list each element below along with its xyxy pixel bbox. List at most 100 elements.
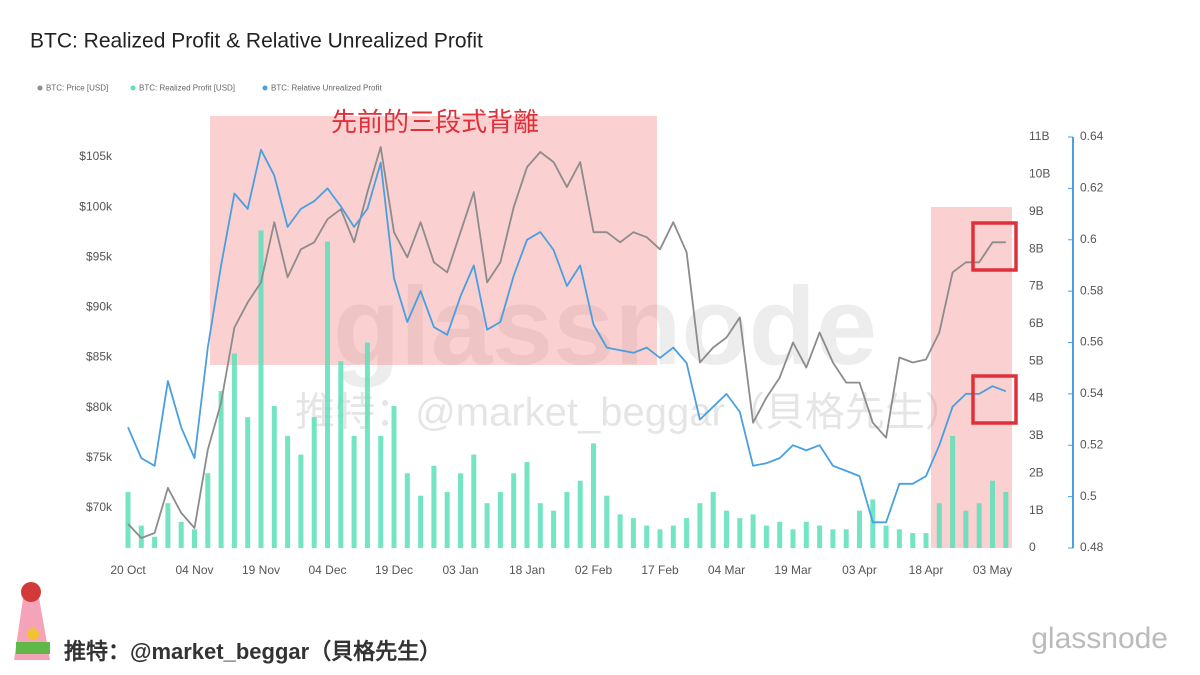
y2-tick-label: 4B bbox=[1029, 391, 1044, 405]
bar bbox=[458, 473, 463, 548]
x-tick-label: 19 Dec bbox=[375, 563, 413, 577]
bar bbox=[537, 503, 543, 548]
x-tick-label: 17 Feb bbox=[641, 563, 679, 577]
bar bbox=[670, 525, 676, 548]
y3-tick-label: 0.6 bbox=[1080, 232, 1097, 246]
bar bbox=[976, 503, 982, 548]
y3-tick-label: 0.62 bbox=[1080, 181, 1104, 195]
bar bbox=[883, 525, 889, 548]
y3-tick-label: 0.58 bbox=[1080, 283, 1104, 297]
y-tick-label: $105k bbox=[79, 149, 113, 163]
bar bbox=[617, 514, 623, 548]
bar bbox=[364, 342, 370, 548]
bar bbox=[963, 510, 969, 548]
bar bbox=[724, 510, 729, 548]
logo: glassnode bbox=[1031, 622, 1168, 655]
bar bbox=[338, 361, 344, 548]
watermark-logo: glassnode bbox=[333, 265, 877, 388]
annotation: 先前的三段式背離 bbox=[331, 107, 539, 137]
y2-tick-label: 5B bbox=[1029, 353, 1044, 367]
bar bbox=[684, 518, 690, 548]
y3-tick-label: 0.56 bbox=[1080, 335, 1104, 349]
bar bbox=[763, 525, 769, 548]
bar bbox=[404, 473, 410, 548]
bar bbox=[497, 491, 503, 548]
bar bbox=[231, 353, 237, 548]
bar bbox=[750, 514, 756, 548]
x-tick-label: 20 Oct bbox=[110, 563, 146, 577]
bar bbox=[178, 521, 184, 548]
y2-tick-label: 7B bbox=[1029, 279, 1044, 293]
legend-label: BTC: Relative Unrealized Profit bbox=[271, 84, 382, 93]
bar bbox=[298, 454, 304, 548]
bar bbox=[311, 417, 317, 548]
legend-marker bbox=[37, 85, 43, 91]
y-tick-label: $95k bbox=[86, 249, 113, 263]
bar bbox=[630, 518, 636, 548]
y2-tick-label: 1B bbox=[1029, 503, 1044, 517]
bar bbox=[152, 536, 158, 548]
watermark-credit: 推特：@market_beggar（貝格先生） bbox=[295, 391, 965, 435]
legend-marker bbox=[130, 85, 136, 91]
bar bbox=[564, 491, 570, 548]
y2-tick-label: 8B bbox=[1029, 241, 1044, 255]
bar bbox=[218, 391, 224, 548]
y2-tick-label: 9B bbox=[1029, 204, 1044, 218]
x-tick-label: 04 Nov bbox=[175, 563, 213, 577]
bar bbox=[644, 525, 650, 548]
bar bbox=[484, 503, 490, 548]
bar bbox=[936, 503, 942, 548]
bar bbox=[258, 230, 264, 548]
x-tick-label: 19 Nov bbox=[242, 563, 280, 577]
y3-tick-label: 0.64 bbox=[1080, 129, 1104, 143]
line bbox=[127, 146, 1006, 539]
bar bbox=[431, 465, 437, 548]
y2-tick-label: 11B bbox=[1029, 129, 1049, 143]
mascot bbox=[14, 582, 50, 660]
callout-box bbox=[971, 221, 1018, 272]
x-tick-label: 18 Apr bbox=[909, 563, 944, 577]
y-tick-label: $85k bbox=[86, 350, 113, 364]
x-tick-label: 18 Jan bbox=[509, 563, 545, 577]
x-tick-label: 02 Feb bbox=[575, 563, 613, 577]
y-tick-label: $80k bbox=[86, 400, 113, 414]
bar bbox=[551, 510, 557, 548]
bar bbox=[418, 495, 424, 548]
y3-tick-label: 0.48 bbox=[1080, 540, 1104, 554]
y-tick-label: $100k bbox=[79, 199, 113, 213]
callout-box bbox=[971, 374, 1018, 425]
bar bbox=[910, 533, 916, 548]
x-tick-label: 04 Mar bbox=[708, 563, 745, 577]
bar bbox=[125, 491, 131, 548]
bar bbox=[710, 491, 716, 548]
bar bbox=[271, 406, 277, 548]
bar bbox=[245, 417, 251, 548]
bar bbox=[843, 529, 849, 548]
y2-tick-label: 2B bbox=[1029, 465, 1044, 479]
legend-label: BTC: Realized Profit [USD] bbox=[139, 84, 235, 93]
bar bbox=[325, 241, 330, 549]
x-tick-label: 19 Mar bbox=[774, 563, 811, 577]
bar bbox=[870, 499, 876, 548]
bar bbox=[737, 518, 743, 548]
bar bbox=[923, 533, 929, 548]
bar bbox=[990, 480, 995, 548]
y2-tick-label: 0 bbox=[1029, 540, 1036, 554]
bar bbox=[697, 503, 703, 548]
bar bbox=[896, 529, 902, 548]
y3-tick-label: 0.54 bbox=[1080, 386, 1104, 400]
legend-label: BTC: Price [USD] bbox=[46, 84, 108, 93]
bar bbox=[950, 435, 956, 548]
bar bbox=[777, 521, 783, 548]
plot bbox=[125, 146, 1009, 549]
x-tick-label: 04 Dec bbox=[308, 563, 346, 577]
bar bbox=[1003, 491, 1009, 548]
bar bbox=[657, 529, 663, 548]
legend-marker bbox=[262, 85, 268, 91]
bar bbox=[803, 521, 809, 548]
bar bbox=[351, 435, 357, 548]
y-tick-label: $70k bbox=[86, 500, 113, 514]
x-tick-label: 03 Jan bbox=[442, 563, 478, 577]
bar bbox=[857, 510, 862, 548]
